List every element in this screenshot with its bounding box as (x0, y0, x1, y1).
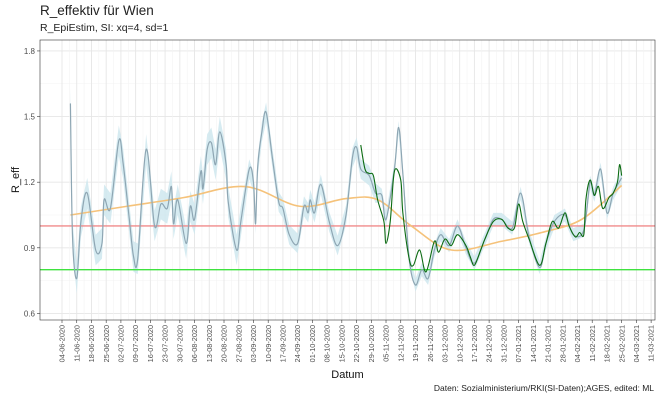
y-tick-label: 1.8 (24, 47, 36, 56)
x-tick-label: 27-08-2020 (234, 325, 243, 362)
x-tick-label: 09-07-2020 (131, 325, 140, 362)
chart-subtitle: R_EpiEstim, SI: xq=4, sd=1 (40, 22, 169, 34)
x-tick-label: 24-12-2020 (485, 325, 494, 362)
x-tick-label: 08-10-2020 (323, 325, 332, 362)
x-tick-label: 01-10-2020 (308, 325, 317, 362)
x-tick-label: 03-12-2020 (441, 325, 450, 362)
x-tick-label: 31-12-2020 (499, 325, 508, 362)
x-tick-label: 05-11-2020 (382, 325, 391, 362)
panel-border (39, 39, 656, 321)
x-tick-label: 28-01-2021 (558, 325, 567, 362)
x-tick-label: 04-06-2020 (58, 325, 67, 362)
x-tick-label: 11-03-2021 (647, 325, 656, 362)
x-tick-label: 18-02-2021 (603, 325, 612, 362)
x-tick-label: 23-07-2020 (161, 325, 170, 362)
chart-caption: Daten: Sozialministerium/RKI(SI-Daten);A… (433, 383, 654, 393)
x-tick-label: 13-08-2020 (205, 325, 214, 362)
x-tick-label: 10-12-2020 (455, 325, 464, 362)
x-tick-label: 21-01-2021 (544, 325, 553, 362)
x-tick-label: 11-02-2021 (588, 325, 597, 362)
x-tick-label: 30-07-2020 (175, 325, 184, 362)
x-tick-label: 29-10-2020 (367, 325, 376, 362)
x-tick-label: 04-02-2021 (573, 325, 582, 362)
x-tick-label: 17-09-2020 (279, 325, 288, 362)
x-tick-label: 02-07-2020 (117, 325, 126, 362)
y-tick-label: 1.5 (24, 113, 36, 122)
x-tick-label: 06-08-2020 (190, 325, 199, 362)
x-tick-label: 04-03-2021 (632, 325, 641, 362)
x-tick-label: 03-09-2020 (249, 325, 258, 362)
x-tick-label: 10-09-2020 (264, 325, 273, 362)
x-tick-label: 19-11-2020 (411, 325, 420, 362)
x-tick-label: 25-06-2020 (102, 325, 111, 362)
x-tick-label: 07-01-2021 (514, 325, 523, 362)
y-tick-label: 0.6 (24, 309, 36, 318)
x-tick-label: 15-10-2020 (337, 325, 346, 362)
x-tick-label: 17-12-2020 (470, 325, 479, 362)
x-tick-label: 26-11-2020 (426, 325, 435, 362)
x-tick-label: 18-06-2020 (87, 325, 96, 362)
x-tick-label: 14-01-2021 (529, 325, 538, 362)
x-tick-label: 16-07-2020 (146, 325, 155, 362)
x-axis-label: Datum (331, 369, 363, 381)
x-tick-label: 24-09-2020 (293, 325, 302, 362)
x-tick-label: 22-10-2020 (352, 325, 361, 362)
chart-title: R_effektiv für Wien (40, 3, 154, 18)
r-eff-green-line (360, 144, 623, 273)
x-tick-label: 20-08-2020 (220, 325, 229, 362)
y-tick-label: 0.9 (24, 244, 36, 253)
x-tick-label: 12-11-2020 (396, 325, 405, 362)
y-tick-label: 1.2 (24, 178, 36, 187)
y-axis-label: R_eff (10, 166, 22, 193)
x-tick-label: 11-06-2020 (72, 325, 81, 362)
x-tick-label: 25-02-2021 (617, 325, 626, 362)
